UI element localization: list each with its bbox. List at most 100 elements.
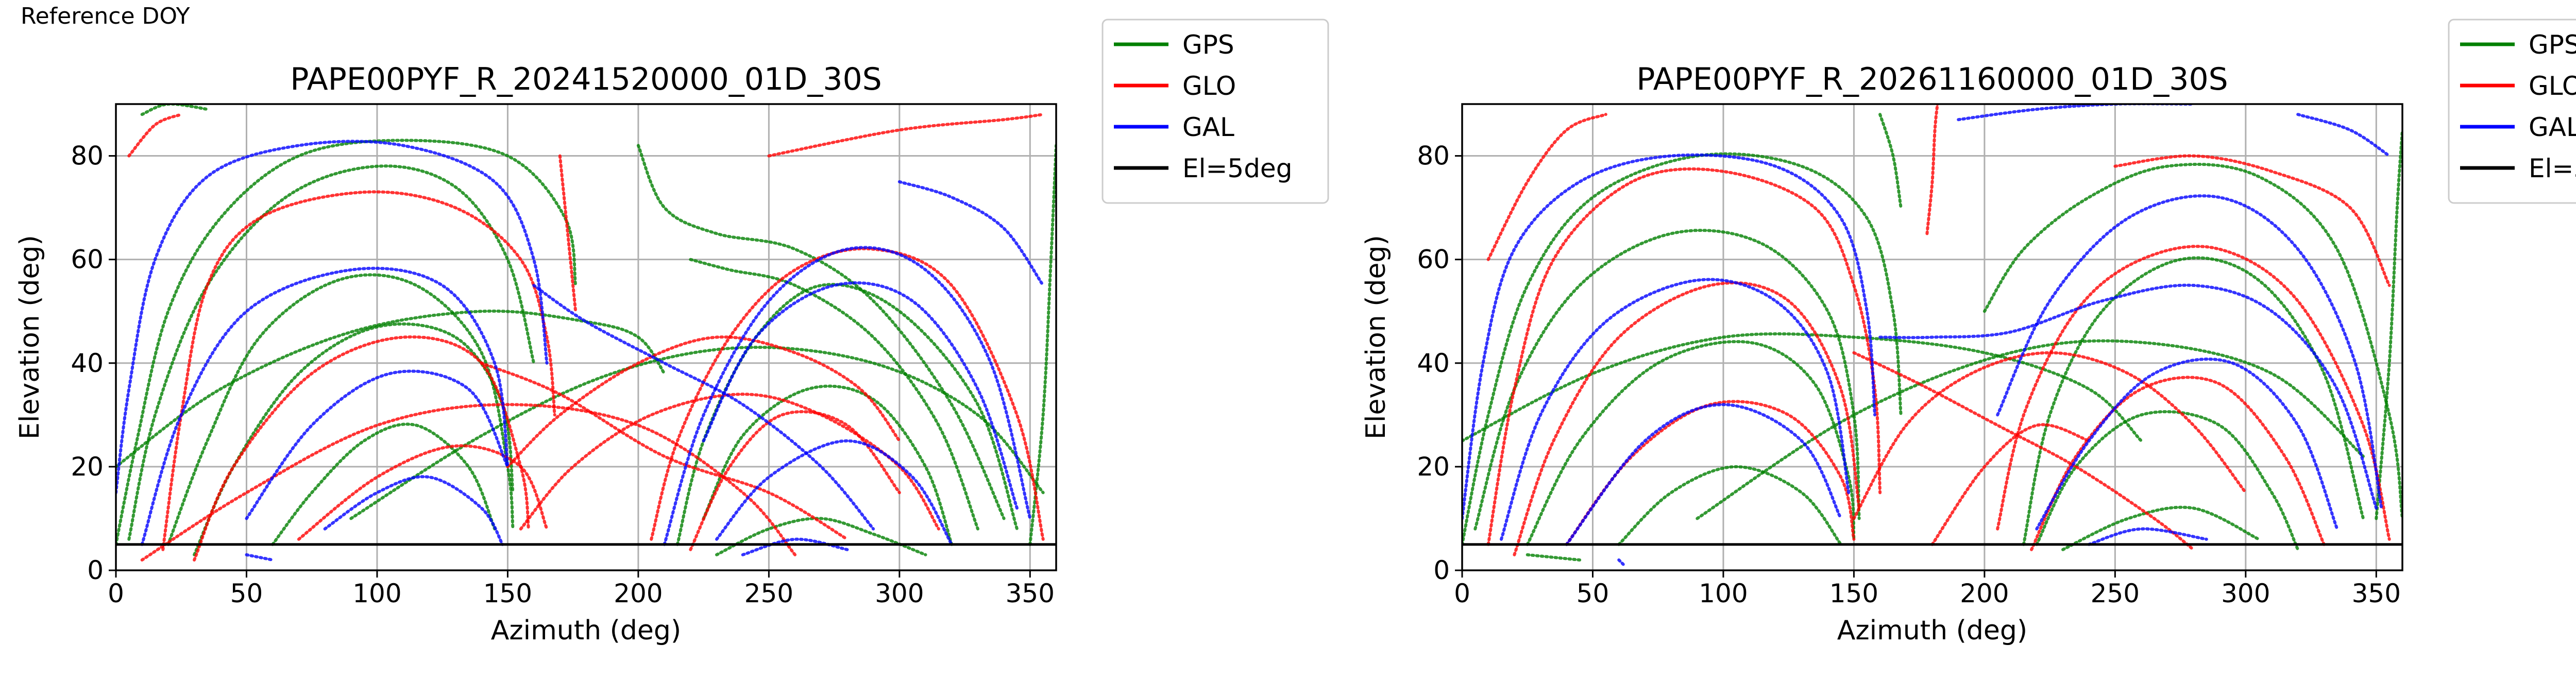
legend-label: GLO xyxy=(2529,71,2576,101)
axes-frame xyxy=(115,103,1057,571)
series-gps xyxy=(1462,113,2402,562)
satellite-track xyxy=(2375,128,2402,520)
satellite-track xyxy=(715,517,927,556)
satellite-track xyxy=(1500,278,1851,541)
satellite-track xyxy=(506,335,901,468)
series-glo xyxy=(127,113,1045,562)
satellite-track xyxy=(140,403,797,562)
satellite-track xyxy=(1513,281,1861,556)
series-gal xyxy=(116,140,1045,562)
satellite-track xyxy=(636,144,1006,520)
satellite-track xyxy=(675,283,1019,546)
satellite-track xyxy=(1462,332,2143,443)
satellite-track xyxy=(1996,245,2391,541)
satellite-track xyxy=(741,537,849,556)
satellite-track xyxy=(116,309,666,468)
legend-label: GPS xyxy=(1182,30,1234,60)
satellite-track xyxy=(1996,194,2383,510)
x-tick-label: 300 xyxy=(2221,579,2270,608)
x-tick-label: 0 xyxy=(108,579,124,608)
satellite-track xyxy=(1617,558,1626,567)
x-tick-label: 250 xyxy=(2091,579,2140,608)
satellite-track xyxy=(245,369,510,520)
satellite-track xyxy=(140,104,209,116)
satellite-track xyxy=(663,246,1032,546)
y-axis-label: Elevation (deg) xyxy=(14,235,45,439)
satellite-track xyxy=(702,281,1019,510)
satellite-track xyxy=(2113,154,2391,287)
satellite-track xyxy=(702,384,954,546)
satellite-track xyxy=(116,139,578,546)
satellite-track xyxy=(1462,153,1876,520)
legend-box xyxy=(2448,19,2576,204)
plot-area xyxy=(116,104,1056,562)
x-tick-label: 50 xyxy=(230,579,263,608)
satellite-track xyxy=(897,180,1045,287)
x-tick-label: 150 xyxy=(1829,579,1878,608)
y-tick-label: 0 xyxy=(87,555,104,585)
legend-label: El=5deg xyxy=(1182,154,1292,183)
plot-area xyxy=(1462,104,2402,567)
x-tick-label: 350 xyxy=(2352,579,2401,608)
x-tick-label: 350 xyxy=(1006,579,1055,608)
y-tick-label: 20 xyxy=(1417,452,1450,482)
satellite-track xyxy=(480,361,849,541)
satellite-track xyxy=(1526,340,1856,546)
y-tick-label: 40 xyxy=(71,348,104,378)
satellite-track xyxy=(519,393,940,531)
satellite-track xyxy=(1486,113,1607,261)
satellite-track xyxy=(2087,527,2208,546)
satellite-track xyxy=(349,346,1045,520)
y-tick-label: 80 xyxy=(71,141,104,171)
y-tick-label: 0 xyxy=(1433,555,1450,585)
x-tick-label: 300 xyxy=(875,579,924,608)
satellite-track xyxy=(1878,283,2378,510)
legend-label: GAL xyxy=(2529,112,2576,142)
chart-title: PAPE00PYF_R_20241520000_01D_30S xyxy=(290,61,882,97)
satellite-track xyxy=(1696,339,2365,520)
satellite-track xyxy=(1925,104,1939,235)
satellite-track xyxy=(2061,505,2261,551)
legend-label: El=5deg xyxy=(2529,154,2576,183)
satellite-track xyxy=(1930,423,2091,546)
satellite-track xyxy=(1957,104,2195,122)
satellite-track xyxy=(715,439,954,546)
satellite-track xyxy=(2035,357,2339,531)
satellite-track xyxy=(2022,256,2365,546)
y-tick-label: 60 xyxy=(71,245,104,275)
satellite-track xyxy=(532,283,875,531)
satellite-track xyxy=(1473,229,1861,531)
legend: GPS GLO GAL El=5deg xyxy=(2448,19,2576,204)
y-tick-label: 60 xyxy=(1417,245,1450,275)
legend-label: GPS xyxy=(2529,30,2576,60)
satellite-track xyxy=(323,475,504,546)
skyplot-panel: 0 50 100 150 200 250 300 350 0 20 40 60 80 PAPE00PYF_… xyxy=(14,19,1329,646)
satellite-track xyxy=(1617,465,1843,546)
legend-box xyxy=(1101,19,1329,204)
x-tick-label: 250 xyxy=(744,579,793,608)
legend-label: GLO xyxy=(1182,71,1236,101)
satellite-track xyxy=(1526,553,1582,562)
x-tick-label: 100 xyxy=(352,579,401,608)
y-tick-label: 80 xyxy=(1417,141,1450,171)
satellite-track xyxy=(689,258,979,531)
satellite-track xyxy=(193,322,515,556)
satellite-track xyxy=(127,113,183,158)
y-tick-label: 20 xyxy=(71,452,104,482)
series-gal xyxy=(1462,104,2391,567)
chart-title: PAPE00PYF_R_20261160000_01D_30S xyxy=(1636,61,2228,97)
x-axis-label: Azimuth (deg) xyxy=(491,615,681,646)
satellite-track xyxy=(1565,403,1843,546)
satellite-track xyxy=(1878,113,1903,210)
satellite-track xyxy=(558,154,578,313)
x-tick-label: 200 xyxy=(1960,579,2009,608)
legend-label: GAL xyxy=(1182,112,1234,142)
satellite-track xyxy=(116,140,549,495)
satellite-track xyxy=(271,422,497,546)
axes-frame xyxy=(1461,103,2403,571)
satellite-track xyxy=(689,410,901,551)
satellite-track xyxy=(1982,162,2402,520)
legend: GPS GLO GAL El=5deg xyxy=(1101,19,1329,204)
satellite-track xyxy=(140,266,510,546)
